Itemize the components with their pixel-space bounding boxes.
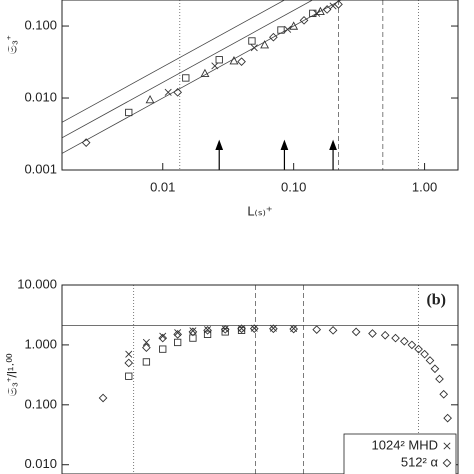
marker-square [189, 334, 197, 342]
marker-diamond [173, 330, 183, 339]
marker-square [142, 358, 151, 366]
marker-square [203, 330, 212, 339]
y-tick-label: 0.010 [24, 89, 57, 104]
marker-diamond [414, 344, 423, 354]
marker-diamond [425, 356, 435, 365]
arrow [329, 139, 337, 170]
marker-diamond [312, 325, 322, 334]
marker-square [237, 326, 246, 334]
marker-cross [125, 350, 133, 358]
marker-triangle [229, 56, 239, 65]
marker-diamond [439, 389, 449, 399]
marker-square [215, 56, 223, 64]
marker-diamond [430, 364, 440, 374]
marker-diamond [442, 458, 452, 468]
marker-cross [443, 442, 451, 450]
marker-square [182, 74, 190, 82]
marker-square [248, 37, 256, 45]
y-tick-label: 0.100 [24, 17, 57, 32]
x-tick-label: 0.10 [281, 179, 306, 194]
y-tick-label: 0.001 [24, 161, 57, 176]
x-tick-label: 1.00 [412, 179, 437, 194]
marker-diamond [220, 324, 230, 334]
y-tick-label: 10.000 [17, 276, 57, 291]
marker-cross [159, 332, 167, 340]
marker-square [174, 338, 182, 347]
marker-diamond [269, 32, 278, 42]
marker-diamond [420, 349, 429, 359]
arrow [280, 139, 289, 170]
marker-cross [313, 9, 321, 17]
marker-diamond [158, 333, 168, 343]
marker-cross [142, 338, 150, 346]
legend-box [343, 433, 457, 474]
legend-label: 512² α [401, 454, 439, 469]
marker-diamond [391, 333, 400, 343]
marker-square [309, 9, 317, 18]
marker-diamond [322, 5, 332, 14]
marker-diamond [380, 330, 390, 340]
x-tick-label: 0.01 [150, 179, 175, 194]
marker-triangle [260, 40, 270, 49]
marker-cross [174, 329, 182, 337]
marker-diamond [443, 413, 452, 423]
marker-diamond [142, 343, 151, 352]
marker-diamond [203, 326, 212, 335]
y-axis-label: 𝔖₃⁺ [4, 35, 19, 54]
marker-triangle [145, 94, 155, 104]
y-axis-label: 𝔖₃⁺/l¹·⁰⁰ [4, 353, 19, 396]
x-axis-label: L₍ₛ₎⁺ [247, 203, 272, 218]
marker-square [159, 345, 167, 353]
y-tick-label: 0.100 [24, 396, 57, 411]
marker-diamond [328, 326, 338, 335]
arrow [215, 139, 224, 170]
marker-square [125, 108, 133, 117]
y-tick-label: 0.010 [24, 456, 57, 471]
marker-cross [284, 25, 292, 33]
marker-diamond [289, 324, 299, 334]
marker-diamond [173, 87, 183, 97]
marker-diamond [188, 327, 198, 337]
marker-diamond [399, 336, 409, 346]
plot-frame [61, 284, 459, 474]
marker-square [125, 372, 133, 380]
fit-line [62, 0, 286, 123]
marker-cross [211, 62, 219, 70]
marker-diamond [299, 16, 309, 25]
plot-area [62, 0, 419, 170]
y-tick-label: 1.000 [24, 336, 57, 351]
marker-diamond [124, 358, 134, 368]
marker-diamond [368, 329, 377, 338]
marker-diamond [351, 327, 361, 337]
panel-label: (b) [426, 292, 446, 309]
marker-diamond [269, 324, 278, 334]
marker-diamond [81, 138, 91, 147]
marker-triangle [200, 68, 210, 78]
marker-triangle [289, 21, 299, 30]
marker-diamond [407, 340, 417, 350]
fit-line [62, 0, 314, 139]
marker-square [277, 26, 285, 34]
marker-cross [164, 88, 172, 96]
marker-diamond [334, 0, 343, 9]
marker-diamond [98, 393, 108, 403]
marker-diamond [237, 57, 246, 66]
legend-label: 1024² MHD [372, 437, 438, 452]
marker-diamond [249, 324, 259, 333]
plot-frame [61, 0, 459, 171]
marker-cross [250, 44, 258, 52]
marker-diamond [435, 374, 444, 384]
plot-area [62, 285, 458, 474]
fit-line [62, 0, 342, 154]
marker-square [221, 328, 229, 336]
